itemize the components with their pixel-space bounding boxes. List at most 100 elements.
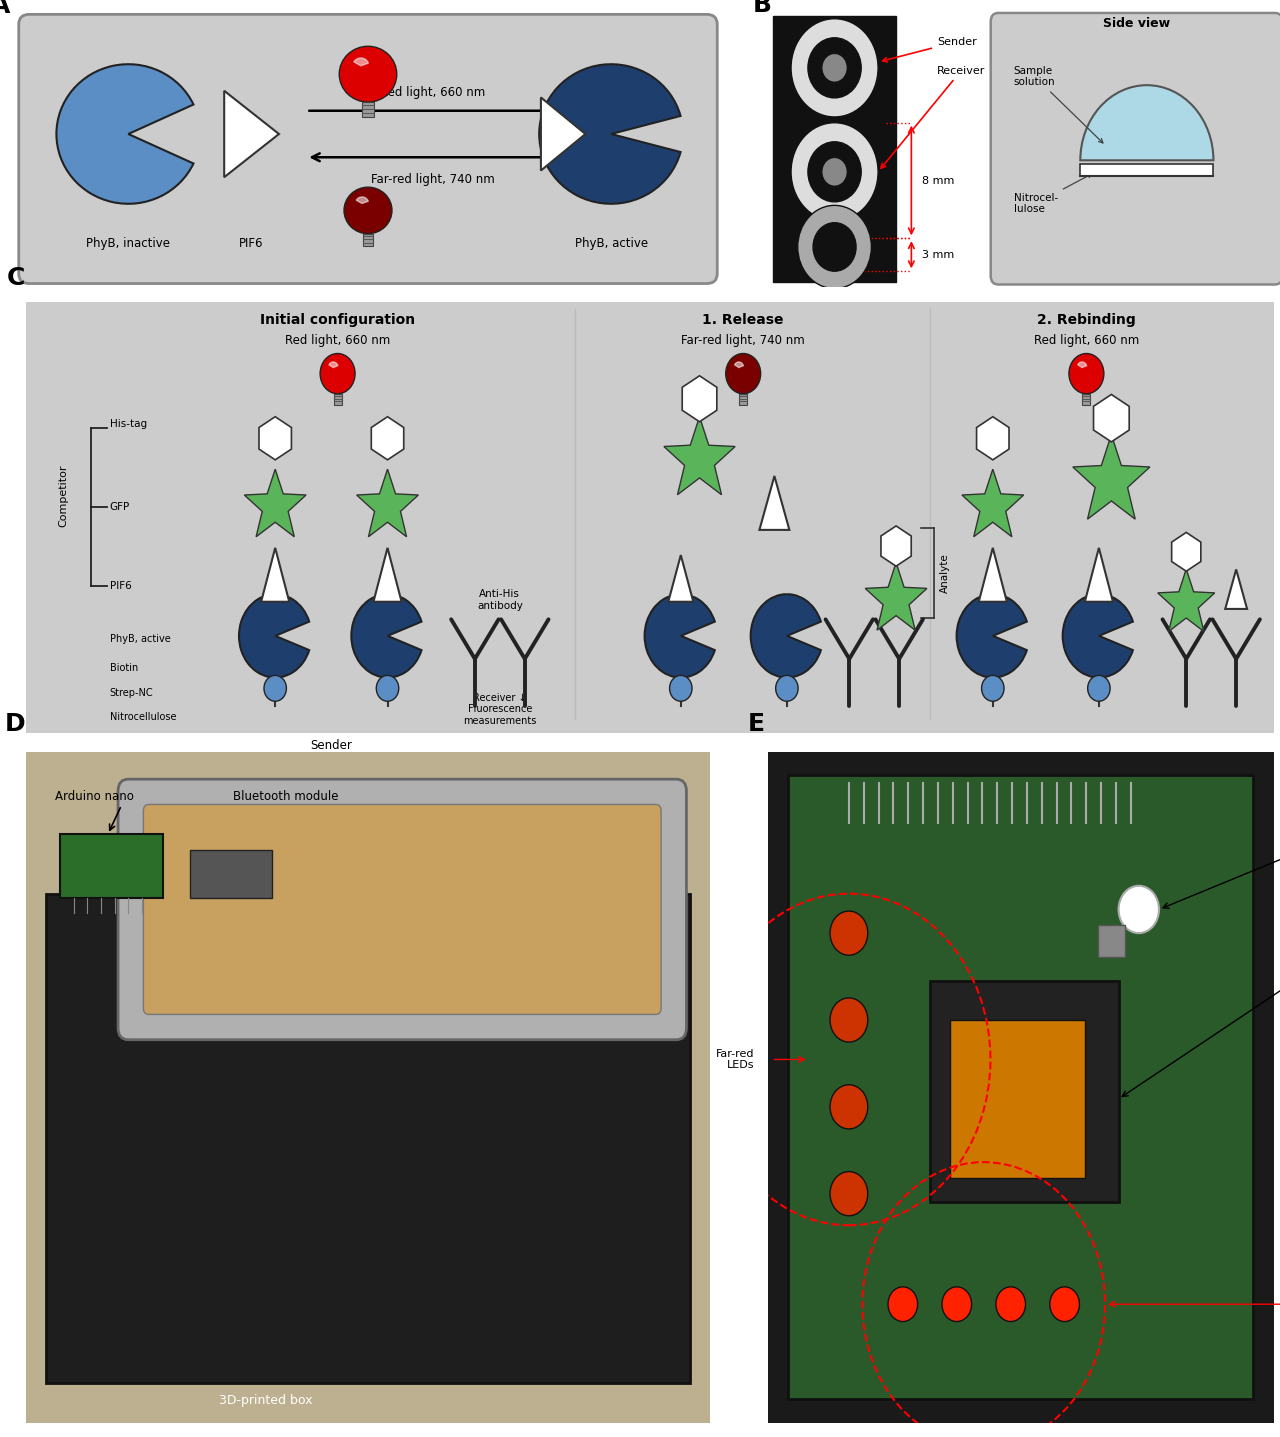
Polygon shape — [357, 468, 419, 537]
Circle shape — [829, 1085, 868, 1129]
Wedge shape — [56, 65, 193, 204]
Text: PhyB, inactive: PhyB, inactive — [86, 237, 170, 250]
Polygon shape — [979, 547, 1007, 602]
FancyBboxPatch shape — [60, 835, 163, 898]
Text: Strep-NC: Strep-NC — [110, 688, 154, 698]
Circle shape — [344, 187, 392, 234]
Text: Nitrocellulose: Nitrocellulose — [110, 713, 177, 721]
Text: Nitrocel-
lulose: Nitrocel- lulose — [1014, 174, 1092, 214]
Text: His-tag: His-tag — [110, 420, 147, 428]
FancyBboxPatch shape — [143, 805, 660, 1015]
Circle shape — [829, 911, 868, 956]
Wedge shape — [1078, 362, 1087, 368]
Polygon shape — [664, 417, 735, 494]
Bar — [740, 394, 748, 405]
Text: Biotin: Biotin — [110, 664, 138, 673]
Polygon shape — [881, 526, 911, 566]
Circle shape — [813, 223, 856, 272]
Bar — [362, 234, 374, 247]
Polygon shape — [668, 555, 694, 602]
Polygon shape — [682, 375, 717, 422]
Wedge shape — [645, 595, 714, 677]
Circle shape — [808, 142, 861, 201]
Polygon shape — [1225, 569, 1247, 609]
Text: Side view: Side view — [1103, 17, 1170, 30]
Wedge shape — [956, 595, 1027, 677]
Polygon shape — [374, 547, 402, 602]
Text: Receiver ↓
Fluorescence
measurements: Receiver ↓ Fluorescence measurements — [463, 693, 536, 726]
Circle shape — [1050, 1288, 1079, 1322]
Text: Far-red
LEDs: Far-red LEDs — [716, 1049, 754, 1071]
Polygon shape — [259, 417, 292, 460]
Text: PhyB, active: PhyB, active — [575, 237, 648, 250]
Polygon shape — [244, 468, 306, 537]
Polygon shape — [1073, 434, 1149, 519]
Circle shape — [829, 997, 868, 1042]
Text: PIF6: PIF6 — [110, 581, 132, 591]
Text: D: D — [5, 713, 26, 736]
Wedge shape — [353, 57, 369, 66]
Circle shape — [822, 158, 847, 187]
Bar — [1083, 394, 1091, 405]
Circle shape — [320, 354, 355, 394]
Text: Anti-His
antibody: Anti-His antibody — [477, 589, 522, 611]
Polygon shape — [541, 98, 585, 171]
FancyBboxPatch shape — [118, 779, 686, 1040]
Circle shape — [726, 354, 760, 394]
Circle shape — [1088, 675, 1110, 701]
Circle shape — [982, 675, 1004, 701]
Text: Sample
solution: Sample solution — [1014, 66, 1103, 142]
Text: Red light, 660 nm: Red light, 660 nm — [380, 86, 485, 99]
Circle shape — [996, 1288, 1025, 1322]
Text: Competitor: Competitor — [58, 464, 68, 527]
Text: 8 mm: 8 mm — [922, 175, 954, 185]
Bar — [334, 394, 342, 405]
Text: Analyte: Analyte — [940, 553, 950, 593]
Bar — [361, 102, 375, 118]
Polygon shape — [1085, 547, 1112, 602]
FancyBboxPatch shape — [23, 296, 1276, 740]
Circle shape — [1119, 885, 1158, 933]
Text: PIF6: PIF6 — [239, 237, 264, 250]
Wedge shape — [1080, 85, 1213, 161]
Wedge shape — [239, 595, 310, 677]
Wedge shape — [750, 595, 820, 677]
Bar — [1080, 164, 1213, 177]
Text: GFP: GFP — [110, 502, 131, 512]
Circle shape — [1069, 354, 1103, 394]
Circle shape — [888, 1288, 918, 1322]
Bar — [1098, 925, 1125, 957]
Text: Red light, 660 nm: Red light, 660 nm — [1034, 333, 1139, 348]
Polygon shape — [371, 417, 403, 460]
Polygon shape — [1093, 394, 1129, 443]
Wedge shape — [539, 65, 681, 204]
Circle shape — [264, 675, 287, 701]
Wedge shape — [351, 595, 421, 677]
Bar — [773, 16, 896, 282]
Text: Sender: Sender — [311, 739, 352, 752]
Bar — [929, 980, 1119, 1201]
Text: Far-red light, 740 nm: Far-red light, 740 nm — [681, 333, 805, 348]
Text: E: E — [748, 713, 764, 736]
Text: B: B — [753, 0, 772, 17]
Circle shape — [339, 46, 397, 102]
FancyBboxPatch shape — [19, 14, 717, 283]
Circle shape — [791, 19, 878, 116]
Polygon shape — [865, 562, 927, 631]
Circle shape — [791, 122, 878, 221]
FancyBboxPatch shape — [991, 13, 1280, 285]
Circle shape — [776, 675, 799, 701]
Text: C: C — [6, 266, 26, 290]
Text: Arduino nano: Arduino nano — [55, 790, 133, 803]
Polygon shape — [963, 468, 1024, 537]
Text: PhyB, active: PhyB, active — [110, 635, 170, 644]
Text: Receiver: Receiver — [881, 66, 986, 168]
Circle shape — [822, 53, 847, 82]
Circle shape — [829, 1171, 868, 1216]
FancyBboxPatch shape — [189, 851, 273, 898]
Circle shape — [808, 37, 861, 98]
Text: Far-red light, 740 nm: Far-red light, 740 nm — [371, 172, 495, 185]
Text: 1. Release: 1. Release — [703, 313, 783, 326]
Polygon shape — [261, 547, 289, 602]
Text: Bluetooth module: Bluetooth module — [233, 790, 339, 803]
